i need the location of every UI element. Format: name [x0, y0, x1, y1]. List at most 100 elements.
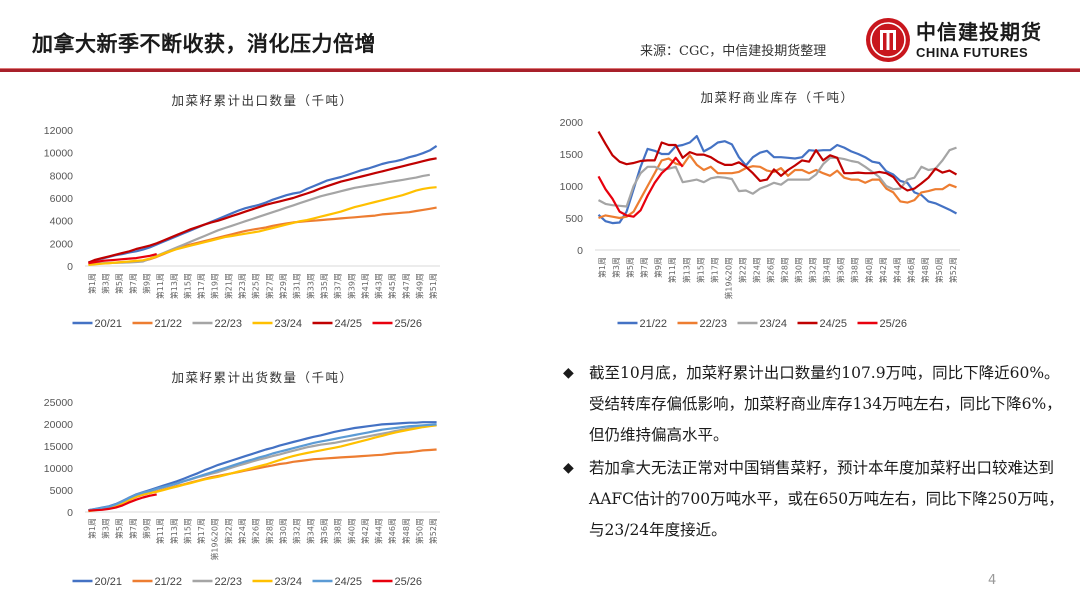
x-tick-label: 第27周: [264, 273, 274, 299]
x-tick-label: 第22周: [737, 257, 747, 283]
commentary: ◆ 截至10月底，加菜籽累计出口数量约107.9万吨，同比下降近60%。受结转库…: [563, 358, 1073, 548]
x-tick-label: 第29周: [278, 273, 288, 299]
y-tick-label: 1500: [560, 149, 584, 161]
diamond-bullet-icon: ◆: [563, 460, 574, 476]
x-tick-label: 第9周: [141, 518, 151, 539]
legend-item: 21/22: [132, 576, 183, 588]
logo-chinese-name: 中信建投期货: [916, 19, 1042, 44]
chart-cumulative-export: 加菜籽累计出口数量（千吨） 0 2000 4000 6000 8000 10000 12000…: [44, 93, 440, 330]
legend-item: 22/23: [192, 576, 242, 588]
header-divider: [0, 68, 1080, 72]
y-tick-label: 5000: [50, 485, 74, 497]
x-tick-label: 第32周: [292, 518, 302, 544]
bullet-text: 截至10月底，加菜籽累计出口数量约107.9万吨，同比下降近60%。受结转库存偏…: [589, 364, 1062, 444]
x-tick-label: 第17周: [196, 273, 206, 299]
legend-item: 24/25: [312, 576, 363, 588]
x-tick-label: 第9周: [141, 273, 151, 294]
legend-label: 23/24: [275, 318, 303, 330]
x-tick-label: 第28周: [780, 257, 790, 283]
chart-title: 加菜籽商业库存（千吨）: [700, 90, 854, 105]
x-tick-label: 第13周: [681, 257, 691, 283]
legend-label: 25/26: [395, 576, 423, 588]
x-tick-label: 第28周: [264, 518, 274, 544]
series-line-22-23: [598, 154, 957, 220]
company-logo: 中信建投期货 CHINA FUTURES: [866, 18, 1042, 62]
legend-label: 21/22: [155, 576, 183, 588]
legend-label: 23/24: [760, 318, 788, 330]
page-number: 4: [988, 573, 997, 588]
bullet-item: ◆ 截至10月底，加菜籽累计出口数量约107.9万吨，同比下降近60%。受结转库…: [563, 358, 1073, 451]
x-tick-label: 第34周: [822, 257, 832, 283]
x-tick-label: 第3周: [611, 257, 621, 278]
chart-commercial-stock: 加菜籽商业库存（千吨）0500100015002000第1周 第3周 第5周 第7周第…: [560, 90, 960, 330]
legend-item: 23/24: [252, 318, 303, 330]
x-tick-label: 第35周: [319, 273, 329, 299]
chart-cumulative-shipment: 加菜籽累计出货数量（千吨） 0 5000 10000 15000 20000 25000 第1…: [44, 370, 440, 588]
x-tick-label: 第11周: [155, 518, 165, 544]
x-tick-label: 第1周: [87, 518, 97, 539]
x-tick-label: 第43周: [374, 273, 384, 299]
legend-label: 22/23: [215, 318, 243, 330]
legend-item: 23/24: [737, 318, 788, 330]
x-tick-label: 第52周: [428, 518, 438, 544]
diamond-bullet-icon: ◆: [563, 365, 574, 381]
y-tick-label: 10000: [44, 463, 73, 475]
x-tick-label: 第19周: [210, 273, 220, 299]
y-tick-label: 0: [67, 507, 73, 519]
x-tick-label: 第15周: [182, 273, 192, 299]
series-line-23-24: [88, 424, 437, 513]
legend-item: 21/22: [132, 318, 183, 330]
x-tick-label: 第42周: [360, 518, 370, 544]
x-tick-label: 第13周: [169, 273, 179, 299]
x-tick-label: 第30周: [794, 257, 804, 283]
series-line-20-21: [88, 144, 438, 264]
legend-item: 22/23: [192, 318, 243, 330]
x-tick-label: 第49周: [415, 273, 425, 299]
y-tick-label: 12000: [44, 125, 73, 137]
x-tick-label: 第19&20周: [723, 257, 733, 300]
x-tick-label: 第50周: [415, 518, 425, 544]
series-line-25-26: [88, 493, 157, 512]
x-tick-label: 第13周: [169, 518, 179, 544]
x-tick-label: 第31周: [292, 273, 302, 299]
x-tick-label: 第5周: [114, 518, 124, 539]
x-tick-label: 第39周: [346, 273, 356, 299]
x-tick-label: 第52周: [948, 257, 958, 283]
x-tick-label: 第44周: [892, 257, 902, 283]
source-note: 来源：CGC，中信建投期货整理: [640, 44, 827, 59]
series-line-25-26: [597, 156, 684, 218]
y-tick-label: 2000: [560, 117, 584, 129]
series-line-24-25: [597, 131, 958, 192]
x-tick-label: 第41周: [360, 273, 370, 299]
x-tick-label: 第17周: [196, 518, 206, 544]
legend-label: 24/25: [335, 576, 363, 588]
x-tick-label: 第37周: [333, 273, 343, 299]
legend-label: 25/26: [395, 318, 423, 330]
chart-title: 加菜籽累计出货数量（千吨）: [171, 370, 353, 385]
legend-label: 25/26: [880, 318, 908, 330]
x-tick-label: 第19&20周: [210, 518, 220, 561]
x-tick-label: 第24周: [237, 518, 247, 544]
legend-label: 21/22: [155, 318, 183, 330]
x-tick-label: 第30周: [278, 518, 288, 544]
legend-label: 23/24: [275, 576, 303, 588]
series-line-24-25: [87, 157, 437, 264]
bullet-text: 若加拿大无法正常对中国销售菜籽，预计本年度加菜籽出口较难达到AAFC估计的700…: [589, 459, 1064, 539]
y-tick-label: 10000: [44, 148, 73, 160]
legend-item: 23/24: [252, 576, 303, 588]
x-tick-label: 第3周: [100, 273, 110, 294]
x-tick-label: 第15周: [695, 257, 705, 283]
legend-item: 22/23: [677, 318, 727, 330]
bullet-item: ◆ 若加拿大无法正常对中国销售菜籽，预计本年度加菜籽出口较难达到AAFC估计的7…: [563, 453, 1073, 546]
x-tick-label: 第46周: [906, 257, 916, 283]
series-line-23-24: [88, 186, 437, 266]
legend-item: 25/26: [372, 318, 423, 330]
x-tick-label: 第5周: [114, 273, 124, 294]
logo-emblem-icon: [866, 18, 910, 62]
legend-item: 25/26: [857, 318, 908, 330]
x-tick-label: 第42周: [878, 257, 888, 283]
legend-label: 20/21: [95, 576, 123, 588]
x-tick-label: 第11周: [155, 273, 165, 299]
legend-item: 20/21: [72, 576, 123, 588]
legend-label: 20/21: [95, 318, 123, 330]
